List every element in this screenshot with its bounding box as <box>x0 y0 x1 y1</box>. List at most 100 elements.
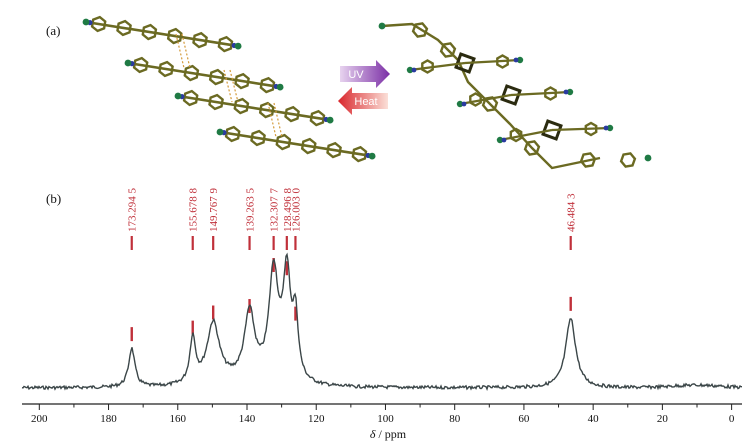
uv-arrow-icon <box>340 60 390 88</box>
panel-a-label: (a) <box>46 23 60 38</box>
cyclobutane-oligomer-diagram <box>378 22 652 170</box>
nmr-spectrum-line <box>21 252 742 392</box>
interaction-dash <box>223 69 233 103</box>
x-axis-label-delta: δ <box>370 427 376 441</box>
side-arm <box>499 128 553 142</box>
x-tick-label: 140 <box>239 413 256 425</box>
peak-shift-label: 155.678 8 <box>188 188 200 233</box>
aromatic-ring <box>309 109 326 127</box>
peak-labels: 173.294 5 155.678 8 149.767 9 139.263 5 132.… <box>127 187 578 250</box>
aromatic-ring <box>584 121 598 137</box>
molecule-backbone <box>177 94 331 122</box>
aromatic-ring <box>544 86 557 101</box>
aromatic-ring <box>132 56 149 74</box>
x-tick-label: 60 <box>518 413 530 425</box>
x-tick-label: 200 <box>31 413 48 425</box>
aromatic-ring <box>619 152 637 168</box>
peak-shift-label: 128.496 8 <box>282 188 294 233</box>
aromatic-ring <box>234 72 250 90</box>
heat-arrow-icon <box>338 87 388 115</box>
terminal-atom <box>644 154 652 162</box>
aromatic-ring <box>90 15 107 33</box>
aromatic-ring <box>275 133 292 151</box>
interaction-dash <box>267 102 277 138</box>
x-axis-label-unit: / ppm <box>375 427 406 441</box>
side-arm <box>409 61 466 72</box>
nitrogen-atom <box>501 137 507 143</box>
aromatic-ring <box>192 31 208 49</box>
terminal-atom <box>456 100 464 108</box>
uv-label: UV <box>348 69 364 81</box>
aromatic-ring <box>183 64 200 82</box>
peak-markers <box>130 258 572 342</box>
nitrogen-atom <box>603 125 609 131</box>
aromatic-ring <box>224 125 241 143</box>
x-tick-label: 100 <box>377 413 394 425</box>
molecule-backbone <box>127 61 281 89</box>
aromatic-ring <box>258 101 275 119</box>
aromatic-ring <box>351 145 368 163</box>
aromatic-ring <box>182 89 199 107</box>
x-tick-label: 80 <box>449 413 461 425</box>
terminal-atom <box>496 136 504 144</box>
side-arm <box>551 126 611 132</box>
aromatic-ring <box>250 129 266 147</box>
aromatic-ring <box>300 137 317 155</box>
terminal-atom <box>516 56 524 64</box>
peak-shift-label: 126.003 0 <box>290 188 302 233</box>
nitrogen-atom <box>461 101 467 107</box>
aromatic-ring <box>208 68 225 86</box>
aromatic-ring <box>509 127 523 143</box>
aromatic-ring <box>326 141 342 159</box>
terminal-atom <box>406 66 414 74</box>
side-arm <box>464 58 521 65</box>
aromatic-ring <box>116 19 132 37</box>
cyclobutane-ring <box>500 84 522 106</box>
stacked-monomers-diagram <box>82 15 376 163</box>
x-tick-label: 120 <box>308 413 325 425</box>
nitrogen-atom <box>513 57 519 63</box>
terminal-atom <box>174 92 182 100</box>
peak-shift-label: 132.307 7 <box>269 188 281 233</box>
aromatic-ring <box>233 97 250 115</box>
nitrogen-atom <box>411 67 417 73</box>
interaction-dash <box>273 102 283 138</box>
peak-shift-label: 46.484 3 <box>566 193 578 232</box>
terminal-atom <box>368 152 376 160</box>
terminal-atom <box>216 128 224 136</box>
aromatic-ring <box>411 22 429 38</box>
x-axis: 200 180 160 140 120 100 80 60 40 20 0 <box>22 403 742 425</box>
x-tick-label: 20 <box>657 413 669 425</box>
reaction-arrows: UV Heat <box>338 60 390 115</box>
aromatic-ring <box>158 60 174 78</box>
peak-shift-label: 173.294 5 <box>127 188 139 233</box>
nitrogen-atom <box>563 89 569 95</box>
aromatic-ring <box>523 140 541 156</box>
molecule-backbone <box>219 130 373 158</box>
panel-b-label: (b) <box>46 191 61 206</box>
terminal-atom <box>566 88 574 96</box>
interaction-dash <box>181 33 191 69</box>
peak-shift-label: 149.767 9 <box>208 187 220 232</box>
aromatic-ring <box>579 152 597 168</box>
terminal-atom <box>276 83 284 91</box>
interaction-dash <box>175 33 185 69</box>
terminal-atom <box>124 59 132 67</box>
aromatic-ring <box>284 105 300 123</box>
interaction-dash <box>229 69 239 103</box>
terminal-atom <box>606 124 614 132</box>
terminal-atom <box>82 18 90 26</box>
aromatic-ring <box>208 93 224 111</box>
cyclobutane-ring <box>541 119 563 141</box>
aromatic-ring <box>496 54 509 69</box>
aromatic-ring <box>439 42 457 58</box>
terminal-atom <box>378 22 386 30</box>
x-tick-label: 40 <box>588 413 600 425</box>
aromatic-ring <box>141 23 158 41</box>
terminal-atom <box>234 42 242 50</box>
side-arm <box>510 90 571 97</box>
aromatic-ring <box>217 35 234 53</box>
aromatic-ring <box>421 59 434 74</box>
aromatic-ring <box>166 27 183 45</box>
